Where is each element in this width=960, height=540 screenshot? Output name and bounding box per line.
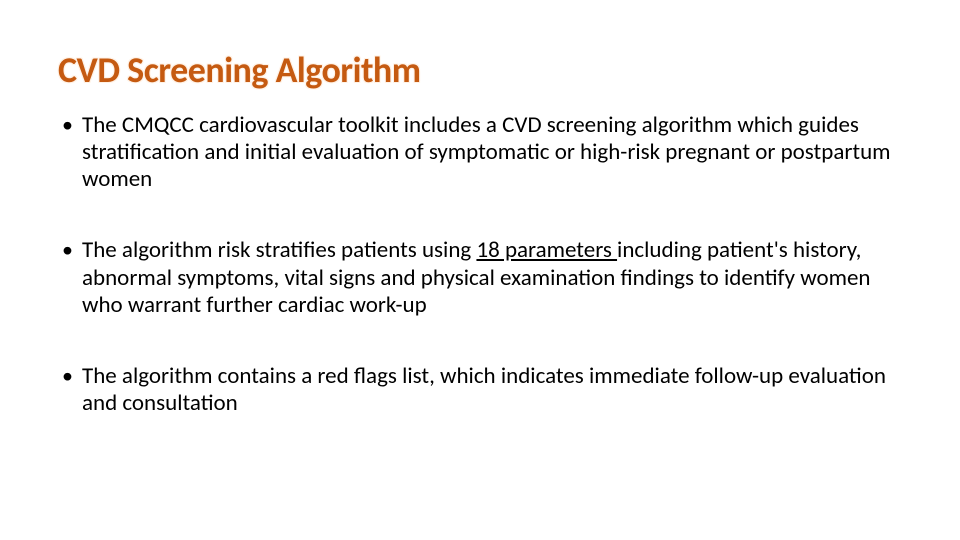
bullet-list: The CMQCC cardiovascular toolkit include… (58, 112, 902, 417)
bullet-text-pre: The algorithm risk stratifies patients u… (82, 236, 476, 264)
list-item: The CMQCC cardiovascular toolkit include… (82, 112, 902, 193)
list-item: The algorithm contains a red flags list,… (82, 363, 902, 417)
slide-title: CVD Screening Algorithm (58, 48, 902, 92)
bullet-text-underlined: 18 parameters (476, 236, 617, 264)
slide: CVD Screening Algorithm The CMQCC cardio… (0, 0, 960, 540)
bullet-text-pre: The CMQCC cardiovascular toolkit include… (82, 111, 891, 193)
list-item: The algorithm risk stratifies patients u… (82, 237, 902, 318)
bullet-text-pre: The algorithm contains a red flags list,… (82, 362, 886, 417)
